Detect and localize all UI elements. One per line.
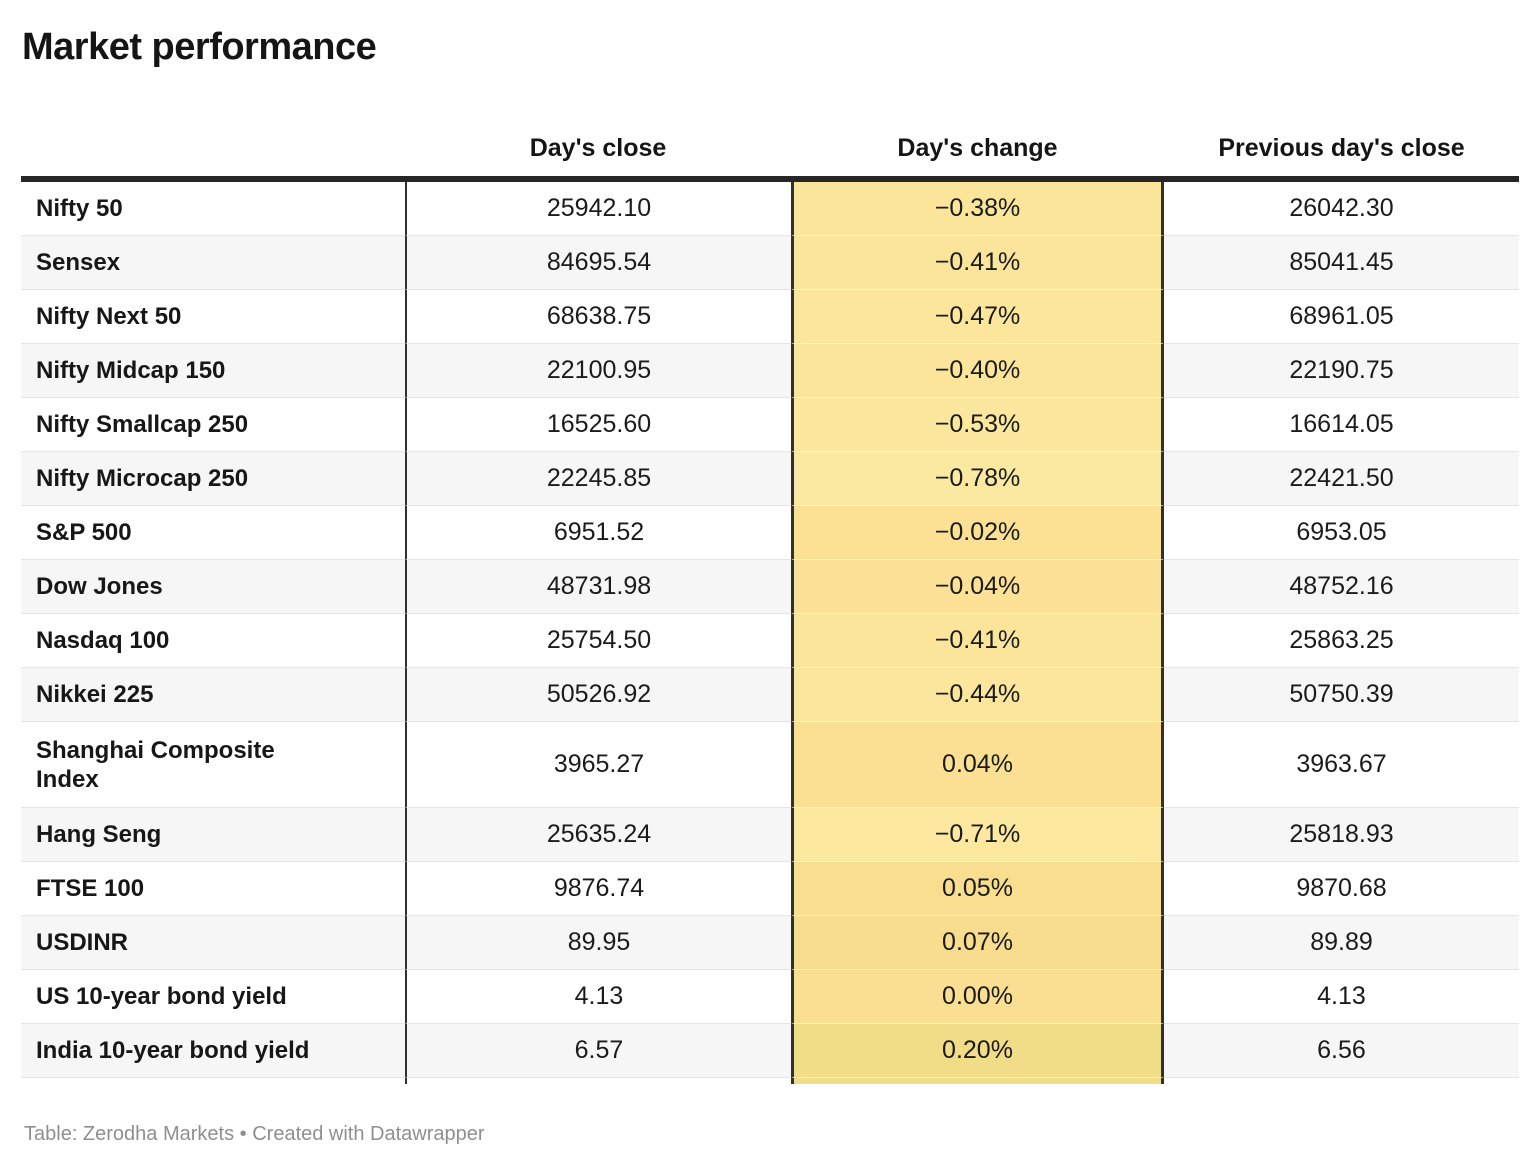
days-close-value: 6.57 <box>405 1024 791 1078</box>
days-change-value: −0.47% <box>791 290 1164 344</box>
row-label: Hang Seng <box>21 808 405 862</box>
days-close-value: 84695.54 <box>405 236 791 290</box>
table-row: Hang Seng 25635.24 −0.71% 25818.93 <box>21 808 1519 862</box>
days-close-value: 6951.52 <box>405 506 791 560</box>
table-row: USDINR 89.95 0.07% 89.89 <box>21 916 1519 970</box>
row-label: Nasdaq 100 <box>21 614 405 668</box>
table-graphic: Market performance Day's close Day's cha… <box>21 0 1519 1146</box>
previous-close-value: 6.56 <box>1164 1024 1519 1078</box>
table-row: Nifty Next 50 68638.75 −0.47% 68961.05 <box>21 290 1519 344</box>
table-row: Nifty 50 25942.10 −0.38% 26042.30 <box>21 182 1519 236</box>
row-label: Dow Jones <box>21 560 405 614</box>
row-label: FTSE 100 <box>21 862 405 916</box>
days-change-value: −0.41% <box>791 614 1164 668</box>
attribution-footer: Table: Zerodha Markets • Created with Da… <box>24 1123 485 1145</box>
previous-close-value: 48752.16 <box>1164 560 1519 614</box>
column-headers: Day's close Day's change Previous day's … <box>21 70 1519 176</box>
days-change-value: 0.07% <box>791 916 1164 970</box>
header-days-change: Day's change <box>897 134 1058 162</box>
previous-close-value: 68961.05 <box>1164 290 1519 344</box>
previous-close-value: 25818.93 <box>1164 808 1519 862</box>
days-close-value: 68638.75 <box>405 290 791 344</box>
days-change-value: 0.04% <box>791 722 1164 808</box>
days-change-value: −0.53% <box>791 398 1164 452</box>
table-row: Nikkei 225 50526.92 −0.44% 50750.39 <box>21 668 1519 722</box>
days-change-value: −0.41% <box>791 236 1164 290</box>
days-change-value: −0.71% <box>791 808 1164 862</box>
row-label: Nifty Smallcap 250 <box>21 398 405 452</box>
days-close-value: 4.13 <box>405 970 791 1024</box>
table-row: Shanghai Composite Index 3965.27 0.04% 3… <box>21 722 1519 808</box>
days-change-value: −0.78% <box>791 452 1164 506</box>
extension-spacer <box>405 1078 791 1084</box>
previous-close-value: 4.13 <box>1164 970 1519 1024</box>
previous-close-value: 26042.30 <box>1164 182 1519 236</box>
extension-spacer <box>21 1078 405 1084</box>
days-close-value: 25635.24 <box>405 808 791 862</box>
previous-close-value: 3963.67 <box>1164 722 1519 808</box>
change-column-extension <box>21 1078 1519 1084</box>
days-change-value: −0.02% <box>791 506 1164 560</box>
days-change-value: 0.05% <box>791 862 1164 916</box>
header-previous-close: Previous day's close <box>1218 134 1465 162</box>
days-close-value: 22100.95 <box>405 344 791 398</box>
previous-close-value: 89.89 <box>1164 916 1519 970</box>
days-close-value: 48731.98 <box>405 560 791 614</box>
days-change-value: −0.38% <box>791 182 1164 236</box>
row-label: Nikkei 225 <box>21 668 405 722</box>
row-label: Sensex <box>21 236 405 290</box>
table-row: India 10-year bond yield 6.57 0.20% 6.56 <box>21 1024 1519 1078</box>
previous-close-value: 22190.75 <box>1164 344 1519 398</box>
previous-close-value: 85041.45 <box>1164 236 1519 290</box>
days-change-value: −0.04% <box>791 560 1164 614</box>
table-row: Nasdaq 100 25754.50 −0.41% 25863.25 <box>21 614 1519 668</box>
row-label: S&P 500 <box>21 506 405 560</box>
row-label: Shanghai Composite Index <box>21 722 405 808</box>
page-title: Market performance <box>22 26 377 68</box>
days-change-value: 0.20% <box>791 1024 1164 1078</box>
days-close-value: 3965.27 <box>405 722 791 808</box>
previous-close-value: 9870.68 <box>1164 862 1519 916</box>
previous-close-value: 6953.05 <box>1164 506 1519 560</box>
row-label: Nifty Next 50 <box>21 290 405 344</box>
table-row: Dow Jones 48731.98 −0.04% 48752.16 <box>21 560 1519 614</box>
row-label: USDINR <box>21 916 405 970</box>
previous-close-value: 16614.05 <box>1164 398 1519 452</box>
header-days-close: Day's close <box>529 134 667 162</box>
row-label: India 10-year bond yield <box>21 1024 405 1078</box>
table-row: FTSE 100 9876.74 0.05% 9870.68 <box>21 862 1519 916</box>
table-row: Nifty Microcap 250 22245.85 −0.78% 22421… <box>21 452 1519 506</box>
days-close-value: 50526.92 <box>405 668 791 722</box>
row-label: US 10-year bond yield <box>21 970 405 1024</box>
days-close-value: 89.95 <box>405 916 791 970</box>
days-close-value: 25754.50 <box>405 614 791 668</box>
header-row-label <box>21 162 405 176</box>
days-close-value: 22245.85 <box>405 452 791 506</box>
days-close-value: 9876.74 <box>405 862 791 916</box>
days-change-value: −0.40% <box>791 344 1164 398</box>
previous-close-value: 22421.50 <box>1164 452 1519 506</box>
previous-close-value: 25863.25 <box>1164 614 1519 668</box>
table-row: Sensex 84695.54 −0.41% 85041.45 <box>21 236 1519 290</box>
extension-change-strip <box>791 1078 1164 1084</box>
row-label: Nifty 50 <box>21 182 405 236</box>
table-row: S&P 500 6951.52 −0.02% 6953.05 <box>21 506 1519 560</box>
row-label: Nifty Midcap 150 <box>21 344 405 398</box>
days-change-value: −0.44% <box>791 668 1164 722</box>
table-row: Nifty Midcap 150 22100.95 −0.40% 22190.7… <box>21 344 1519 398</box>
days-close-value: 25942.10 <box>405 182 791 236</box>
previous-close-value: 50750.39 <box>1164 668 1519 722</box>
extension-spacer <box>1164 1078 1519 1084</box>
table-row: Nifty Smallcap 250 16525.60 −0.53% 16614… <box>21 398 1519 452</box>
market-table: Nifty 50 25942.10 −0.38% 26042.30 Sensex… <box>21 176 1519 1084</box>
days-change-value: 0.00% <box>791 970 1164 1024</box>
table-row: US 10-year bond yield 4.13 0.00% 4.13 <box>21 970 1519 1024</box>
days-close-value: 16525.60 <box>405 398 791 452</box>
row-label: Nifty Microcap 250 <box>21 452 405 506</box>
